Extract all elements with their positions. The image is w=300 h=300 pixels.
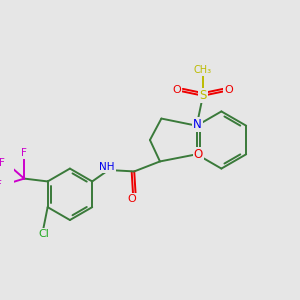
Text: O: O <box>173 85 182 95</box>
Text: F: F <box>0 180 2 190</box>
Text: CH₃: CH₃ <box>194 65 212 75</box>
Text: O: O <box>194 148 203 161</box>
Text: F: F <box>0 158 5 168</box>
Text: NH: NH <box>99 162 115 172</box>
Text: O: O <box>224 85 233 95</box>
Text: O: O <box>127 194 136 204</box>
Text: S: S <box>199 89 207 102</box>
Text: Cl: Cl <box>38 229 49 239</box>
Text: F: F <box>21 148 27 158</box>
Text: N: N <box>193 118 202 131</box>
